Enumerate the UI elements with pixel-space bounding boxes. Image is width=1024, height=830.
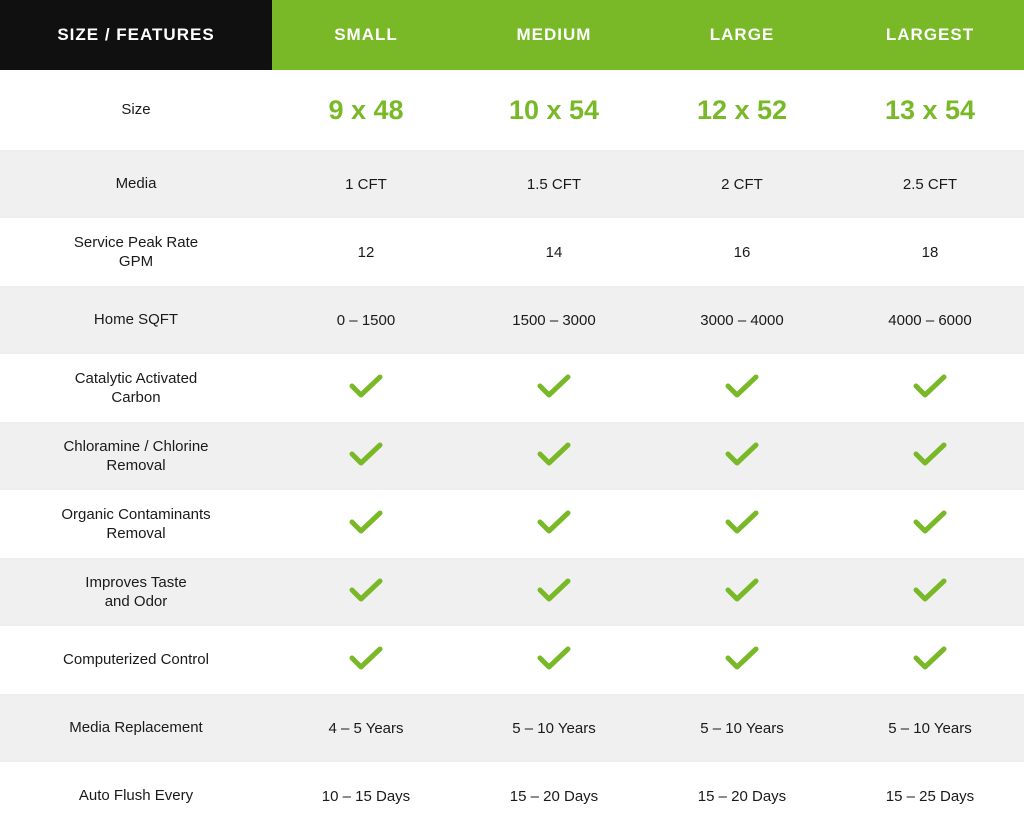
table-row: Service Peak RateGPM12141618 [0, 218, 1024, 286]
feature-label: Improves Tasteand Odor [0, 558, 272, 626]
feature-label: Auto Flush Every [0, 762, 272, 830]
cell-value: 16 [648, 218, 836, 286]
cell-value: 4 – 5 Years [272, 694, 460, 762]
check-icon [349, 646, 383, 670]
cell-value [272, 558, 460, 626]
table-row: Size9 x 4810 x 5412 x 5213 x 54 [0, 70, 1024, 150]
feature-label: Chloramine / ChlorineRemoval [0, 422, 272, 490]
check-icon [537, 646, 571, 670]
cell-value: 3000 – 4000 [648, 286, 836, 354]
cell-value [648, 626, 836, 694]
cell-value [460, 422, 648, 490]
cell-value [648, 354, 836, 422]
cell-value: 2.5 CFT [836, 150, 1024, 218]
cell-value: 1500 – 3000 [460, 286, 648, 354]
cell-value [836, 354, 1024, 422]
header-size-large: LARGE [648, 0, 836, 70]
check-icon [537, 442, 571, 466]
check-icon [913, 442, 947, 466]
cell-value: 5 – 10 Years [836, 694, 1024, 762]
cell-value: 2 CFT [648, 150, 836, 218]
cell-value: 15 – 20 Days [460, 762, 648, 830]
cell-value: 4000 – 6000 [836, 286, 1024, 354]
cell-value: 5 – 10 Years [460, 694, 648, 762]
check-icon [725, 578, 759, 602]
header-size-largest: LARGEST [836, 0, 1024, 70]
table-header-row: SIZE / FEATURES SMALL MEDIUM LARGE LARGE… [0, 0, 1024, 70]
cell-value: 15 – 25 Days [836, 762, 1024, 830]
cell-value [460, 558, 648, 626]
check-icon [349, 442, 383, 466]
cell-value: 1 CFT [272, 150, 460, 218]
check-icon [725, 442, 759, 466]
check-icon [349, 374, 383, 398]
cell-value [836, 626, 1024, 694]
cell-value: 12 x 52 [648, 70, 836, 150]
check-icon [537, 510, 571, 534]
check-icon [537, 374, 571, 398]
cell-value [272, 422, 460, 490]
feature-label: Size [0, 70, 272, 150]
table-row: Home SQFT0 – 15001500 – 30003000 – 40004… [0, 286, 1024, 354]
check-icon [349, 510, 383, 534]
header-size-medium: MEDIUM [460, 0, 648, 70]
cell-value: 10 x 54 [460, 70, 648, 150]
check-icon [913, 510, 947, 534]
cell-value [272, 354, 460, 422]
check-icon [725, 646, 759, 670]
table-row: Catalytic ActivatedCarbon [0, 354, 1024, 422]
cell-value [648, 558, 836, 626]
cell-value [272, 490, 460, 558]
table-row: Media1 CFT1.5 CFT2 CFT2.5 CFT [0, 150, 1024, 218]
cell-value [460, 490, 648, 558]
cell-value [836, 558, 1024, 626]
cell-value: 13 x 54 [836, 70, 1024, 150]
feature-label: Catalytic ActivatedCarbon [0, 354, 272, 422]
feature-label: Media [0, 150, 272, 218]
cell-value [836, 422, 1024, 490]
cell-value [648, 422, 836, 490]
table-row: Improves Tasteand Odor [0, 558, 1024, 626]
cell-value: 18 [836, 218, 1024, 286]
check-icon [913, 578, 947, 602]
check-icon [537, 578, 571, 602]
check-icon [725, 510, 759, 534]
feature-label: Computerized Control [0, 626, 272, 694]
comparison-table: SIZE / FEATURES SMALL MEDIUM LARGE LARGE… [0, 0, 1024, 830]
feature-label: Organic ContaminantsRemoval [0, 490, 272, 558]
cell-value [836, 490, 1024, 558]
table-row: Chloramine / ChlorineRemoval [0, 422, 1024, 490]
cell-value [460, 354, 648, 422]
check-icon [725, 374, 759, 398]
check-icon [349, 578, 383, 602]
header-feature-cell: SIZE / FEATURES [0, 0, 272, 70]
check-icon [913, 646, 947, 670]
cell-value: 5 – 10 Years [648, 694, 836, 762]
table-row: Computerized Control [0, 626, 1024, 694]
cell-value: 12 [272, 218, 460, 286]
feature-label: Home SQFT [0, 286, 272, 354]
feature-label: Media Replacement [0, 694, 272, 762]
cell-value [460, 626, 648, 694]
table-row: Organic ContaminantsRemoval [0, 490, 1024, 558]
check-icon [913, 374, 947, 398]
cell-value [272, 626, 460, 694]
cell-value: 1.5 CFT [460, 150, 648, 218]
table-row: Media Replacement4 – 5 Years5 – 10 Years… [0, 694, 1024, 762]
feature-label: Service Peak RateGPM [0, 218, 272, 286]
cell-value: 10 – 15 Days [272, 762, 460, 830]
table-row: Auto Flush Every10 – 15 Days15 – 20 Days… [0, 762, 1024, 830]
cell-value [648, 490, 836, 558]
header-size-small: SMALL [272, 0, 460, 70]
cell-value: 9 x 48 [272, 70, 460, 150]
cell-value: 15 – 20 Days [648, 762, 836, 830]
cell-value: 14 [460, 218, 648, 286]
cell-value: 0 – 1500 [272, 286, 460, 354]
